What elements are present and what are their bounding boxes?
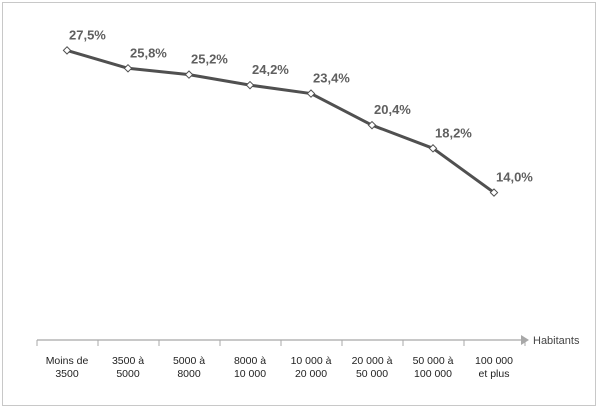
category-label-line: 10 000 [234, 368, 266, 380]
category-label: 20 000 à 50 000 [352, 355, 393, 380]
category-label-line: 5000 [116, 368, 140, 380]
category-label-line: 20 000 [295, 368, 327, 380]
series-markers [62, 46, 499, 197]
x-axis-title: Habitants [533, 335, 580, 347]
category-label-line: 50 000 [356, 368, 388, 380]
category-label-line: Moins de [46, 355, 89, 367]
data-point-marker [123, 63, 133, 73]
data-point-marker [489, 188, 499, 197]
category-label-line: 8000 à [234, 355, 266, 367]
category-label-line: 3500 à [112, 355, 144, 367]
category-label-line: 3500 [55, 368, 79, 380]
data-label: 25,8% [130, 45, 167, 60]
data-point-marker [367, 120, 377, 130]
x-axis: Habitants [37, 335, 580, 347]
category-label-line: 10 000 à [291, 355, 332, 367]
category-label-line: 8000 [177, 368, 201, 380]
x-axis-ticks [36, 340, 526, 346]
chart-frame: Habitants Moins de 3500 3500 à 5000 5000 à 80… [2, 2, 596, 406]
category-label: 3500 à 5000 [112, 355, 144, 380]
category-label: Moins de 3500 [46, 355, 89, 380]
data-label: 14,0% [496, 170, 533, 185]
series-line [66, 48, 495, 194]
category-label-line: 5000 à [173, 355, 205, 367]
data-label: 27,5% [69, 27, 106, 42]
data-label: 18,2% [435, 125, 472, 140]
category-label: 5000 à 8000 [173, 355, 205, 380]
category-label: 50 000 à 100 000 [413, 355, 454, 380]
category-label-line: 20 000 à [352, 355, 393, 367]
series-line-group [66, 48, 495, 194]
data-label: 25,2% [191, 52, 228, 67]
data-point-marker [62, 46, 72, 55]
data-labels: 27,5% 25,8% 25,2% 24,2% 23,4% 20,4% 18,2% 14,0% [69, 27, 533, 184]
data-label: 23,4% [313, 71, 350, 86]
category-label-line: 100 000 [414, 368, 452, 380]
data-label: 24,2% [252, 62, 289, 77]
category-label: 100 000 et plus [475, 355, 513, 380]
category-label: 10 000 à 20 000 [291, 355, 332, 380]
data-label: 20,4% [374, 102, 411, 117]
category-label-line: 100 000 [475, 355, 513, 367]
category-label: 8000 à 10 000 [234, 355, 266, 380]
data-point-marker [184, 70, 194, 79]
data-point-marker [428, 144, 438, 153]
data-point-marker [306, 89, 316, 98]
category-label-line: et plus [479, 368, 510, 380]
data-point-marker [245, 80, 255, 90]
category-label-line: 50 000 à [413, 355, 454, 367]
